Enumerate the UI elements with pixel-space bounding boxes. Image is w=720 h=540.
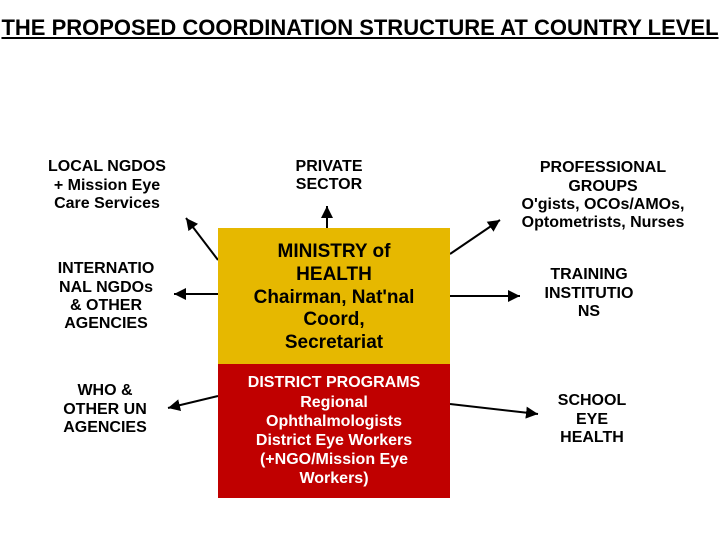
arrow-center1-to-local_ngdos xyxy=(186,218,218,260)
box-ministry-of-health: MINISTRY ofHEALTHChairman, Nat'nalCoord,… xyxy=(218,228,450,368)
box-training-institutions: TRAININGINSTITUTIONS xyxy=(524,262,654,326)
box-who-un: WHO &OTHER UNAGENCIES xyxy=(46,378,164,442)
arrow-center2-to-school_eye xyxy=(450,404,538,414)
box-district-programs: DISTRICT PROGRAMSRegionalOphthalmologist… xyxy=(218,364,450,498)
box-local-ngdos: LOCAL NGDOS+ Mission EyeCare Services xyxy=(32,150,182,222)
page-title: THE PROPOSED COORDINATION STRUCTURE AT C… xyxy=(0,14,720,42)
box-private-sector: PRIVATESECTOR xyxy=(268,150,390,202)
arrow-center2-to-who_un xyxy=(168,396,218,408)
box-school-eye-health: SCHOOLEYEHEALTH xyxy=(542,388,642,452)
arrow-center1-to-prof_groups xyxy=(450,220,500,254)
box-intl-ngdos: INTERNATIONAL NGDOs& OTHERAGENCIES xyxy=(42,254,170,340)
box-professional-groups: PROFESSIONALGROUPSO'gists, OCOs/AMOs,Opt… xyxy=(502,150,704,242)
